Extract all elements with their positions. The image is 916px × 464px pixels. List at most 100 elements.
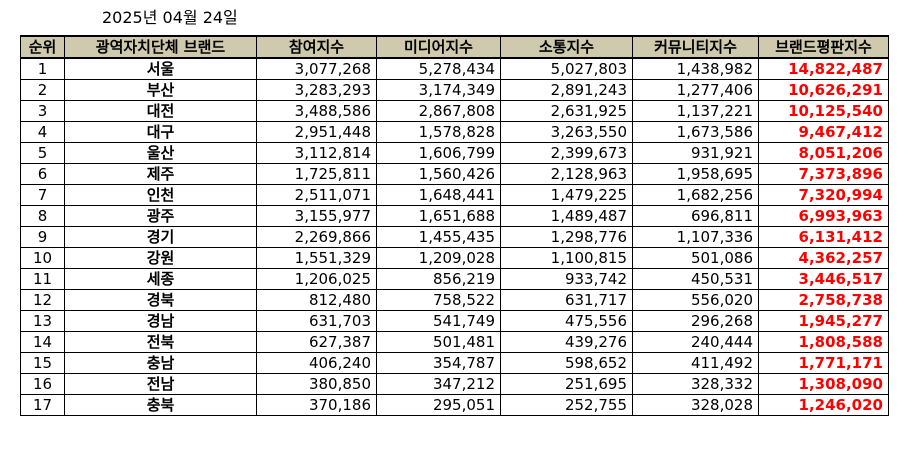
participation-cell: 627,387	[256, 331, 377, 353]
media-cell: 1,578,828	[376, 121, 501, 143]
brand-score-cell: 6,131,412	[758, 226, 889, 248]
table-row: 3 대전 3,488,586 2,867,808 2,631,925 1,137,221 1…	[20, 100, 889, 122]
media-cell: 3,174,349	[376, 79, 501, 101]
region-cell: 대구	[64, 121, 257, 143]
table-row: 4 대구 2,951,448 1,578,828 3,263,550 1,673,586 9…	[20, 121, 889, 143]
media-cell: 541,749	[376, 310, 501, 332]
brand-score-cell: 7,320,994	[758, 184, 889, 206]
media-cell: 856,219	[376, 268, 501, 290]
rank-cell: 11	[20, 268, 65, 290]
brand-score-cell: 3,446,517	[758, 268, 889, 290]
communication-cell: 1,298,776	[500, 226, 633, 248]
communication-cell: 2,128,963	[500, 163, 633, 185]
table-row: 1 서울 3,077,268 5,278,434 5,027,803 1,438,982 1…	[20, 57, 889, 80]
community-cell: 328,028	[632, 394, 759, 416]
rank-cell: 10	[20, 247, 65, 269]
brand-score-cell: 10,125,540	[758, 100, 889, 122]
participation-cell: 1,725,811	[256, 163, 377, 185]
brand-score-cell: 9,467,412	[758, 121, 889, 143]
region-cell: 제주	[64, 163, 257, 185]
region-cell: 강원	[64, 247, 257, 269]
column-header-rank: 순위	[20, 35, 65, 59]
participation-cell: 370,186	[256, 394, 377, 416]
table-row: 8 광주 3,155,977 1,651,688 1,489,487 696,811 6,9…	[20, 205, 889, 227]
media-cell: 1,648,441	[376, 184, 501, 206]
participation-cell: 1,551,329	[256, 247, 377, 269]
table-row: 6 제주 1,725,811 1,560,426 2,128,963 1,958,695 7…	[20, 163, 889, 185]
communication-cell: 1,100,815	[500, 247, 633, 269]
region-cell: 경남	[64, 310, 257, 332]
media-cell: 758,522	[376, 289, 501, 311]
region-cell: 대전	[64, 100, 257, 122]
brand-score-cell: 7,373,896	[758, 163, 889, 185]
region-cell: 광주	[64, 205, 257, 227]
communication-cell: 1,489,487	[500, 205, 633, 227]
community-cell: 328,332	[632, 373, 759, 395]
community-cell: 931,921	[632, 142, 759, 164]
region-cell: 전북	[64, 331, 257, 353]
media-cell: 5,278,434	[376, 57, 501, 80]
region-cell: 세종	[64, 268, 257, 290]
communication-cell: 2,399,673	[500, 142, 633, 164]
rank-cell: 2	[20, 79, 65, 101]
community-cell: 1,277,406	[632, 79, 759, 101]
table-row: 13 경남 631,703 541,749 475,556 296,268 1,945,27…	[20, 310, 889, 332]
table-row: 11 세종 1,206,025 856,219 933,742 450,531 3,446,…	[20, 268, 889, 290]
report-date: 2025년 04월 24일	[102, 8, 238, 27]
community-cell: 1,438,982	[632, 57, 759, 80]
column-header-media: 미디어지수	[376, 35, 501, 59]
brand-score-cell: 8,051,206	[758, 142, 889, 164]
column-header-region: 광역자치단체 브랜드	[64, 35, 257, 59]
media-cell: 1,651,688	[376, 205, 501, 227]
participation-cell: 1,206,025	[256, 268, 377, 290]
table-row: 15 충남 406,240 354,787 598,652 411,492 1,771,17…	[20, 352, 889, 374]
brand-score-cell: 6,993,963	[758, 205, 889, 227]
communication-cell: 5,027,803	[500, 57, 633, 80]
table-body: 1 서울 3,077,268 5,278,434 5,027,803 1,438,982 1…	[20, 57, 889, 416]
table-header-row: 순위 광역자치단체 브랜드 참여지수 미디어지수 소통지수 커뮤니티지수 브랜드…	[20, 35, 889, 59]
participation-cell: 406,240	[256, 352, 377, 374]
media-cell: 1,560,426	[376, 163, 501, 185]
rank-cell: 8	[20, 205, 65, 227]
communication-cell: 598,652	[500, 352, 633, 374]
participation-cell: 2,511,071	[256, 184, 377, 206]
media-cell: 347,212	[376, 373, 501, 395]
participation-cell: 2,269,866	[256, 226, 377, 248]
community-cell: 450,531	[632, 268, 759, 290]
region-cell: 경기	[64, 226, 257, 248]
community-cell: 296,268	[632, 310, 759, 332]
brand-score-cell: 1,246,020	[758, 394, 889, 416]
rank-cell: 12	[20, 289, 65, 311]
media-cell: 295,051	[376, 394, 501, 416]
communication-cell: 439,276	[500, 331, 633, 353]
media-cell: 2,867,808	[376, 100, 501, 122]
column-header-brand-score: 브랜드평판지수	[758, 35, 889, 59]
participation-cell: 3,488,586	[256, 100, 377, 122]
rank-cell: 6	[20, 163, 65, 185]
region-cell: 울산	[64, 142, 257, 164]
participation-cell: 3,112,814	[256, 142, 377, 164]
rank-cell: 4	[20, 121, 65, 143]
communication-cell: 475,556	[500, 310, 633, 332]
table-row: 7 인천 2,511,071 1,648,441 1,479,225 1,682,256 7…	[20, 184, 889, 206]
rank-cell: 9	[20, 226, 65, 248]
communication-cell: 631,717	[500, 289, 633, 311]
brand-reputation-table: 순위 광역자치단체 브랜드 참여지수 미디어지수 소통지수 커뮤니티지수 브랜드…	[20, 35, 889, 416]
rank-cell: 17	[20, 394, 65, 416]
table-row: 16 전남 380,850 347,212 251,695 328,332 1,308,09…	[20, 373, 889, 395]
column-header-community: 커뮤니티지수	[632, 35, 759, 59]
region-cell: 경북	[64, 289, 257, 311]
region-cell: 부산	[64, 79, 257, 101]
table-row: 14 전북 627,387 501,481 439,276 240,444 1,808,58…	[20, 331, 889, 353]
rank-cell: 1	[20, 57, 65, 80]
media-cell: 501,481	[376, 331, 501, 353]
table-row: 10 강원 1,551,329 1,209,028 1,100,815 501,086 4,…	[20, 247, 889, 269]
table-row: 12 경북 812,480 758,522 631,717 556,020 2,758,73…	[20, 289, 889, 311]
region-cell: 충남	[64, 352, 257, 374]
brand-score-cell: 2,758,738	[758, 289, 889, 311]
rank-cell: 5	[20, 142, 65, 164]
region-cell: 인천	[64, 184, 257, 206]
community-cell: 1,137,221	[632, 100, 759, 122]
rank-cell: 7	[20, 184, 65, 206]
community-cell: 240,444	[632, 331, 759, 353]
